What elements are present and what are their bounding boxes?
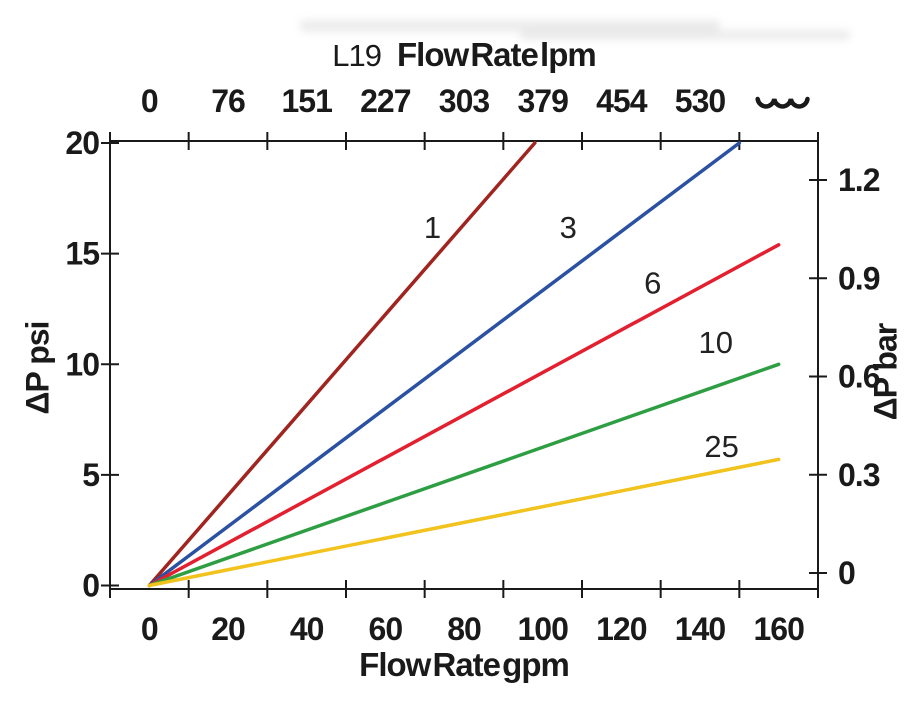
bottom-axis-tick-label: 0: [141, 611, 158, 647]
bottom-axis-title: Flow Rate gpm: [359, 646, 570, 683]
series-line-6: [147, 243, 781, 588]
series-line-25: [147, 457, 781, 588]
right-axis-tick-label: 0.6: [838, 359, 880, 395]
right-axis-tick-label: 0.9: [838, 260, 880, 296]
right-axis-tick-label: 0: [838, 555, 855, 591]
top-axis-tick-label: 379: [517, 83, 568, 119]
right-axis-title: ΔP bar: [867, 323, 904, 421]
left-axis-tick-label: 10: [65, 346, 99, 382]
series-label-6: 6: [644, 265, 661, 300]
series-line-1: [147, 141, 537, 588]
left-axis-tick-label: 0: [82, 568, 99, 604]
bottom-axis-tick-label: 120: [596, 611, 647, 647]
top-axis-tick-label: 454: [596, 83, 648, 119]
top-axis-tick-label: 151: [281, 83, 332, 119]
top-axis-title: L19 Flow Rate lpm: [110, 36, 818, 74]
series-label-10: 10: [698, 325, 732, 360]
bottom-axis-tick-label: 60: [369, 611, 403, 647]
right-axis-tick-label: 1.2: [838, 162, 880, 198]
bottom-axis-tick-label: 40: [290, 611, 324, 647]
top-axis-tick-label: 0: [141, 83, 158, 119]
model-label: L19: [332, 38, 382, 73]
series-label-3: 3: [560, 210, 577, 245]
scan-artifact: [300, 20, 720, 32]
series-label-25: 25: [704, 429, 738, 464]
squiggle-tick-label-icon: [755, 96, 810, 109]
series-label-1: 1: [424, 210, 441, 245]
top-axis-tick-label: 76: [211, 83, 245, 119]
left-axis-tick-label: 5: [82, 457, 99, 493]
right-axis-tick-label: 0.3: [838, 457, 880, 493]
bottom-axis-tick-label: 80: [447, 611, 481, 647]
left-axis-tick-label: 20: [65, 125, 99, 161]
top-axis-tick-label: 530: [675, 83, 726, 119]
bottom-axis-tick-label: 140: [675, 611, 726, 647]
bottom-axis-tick-label: 20: [211, 611, 245, 647]
series-line-3: [147, 141, 742, 588]
bottom-axis-tick-label: 100: [517, 611, 568, 647]
bottom-axis-tick-label: 160: [753, 611, 804, 647]
scan-artifact: [520, 30, 850, 40]
left-axis-tick-label: 15: [65, 236, 99, 272]
top-axis-tick-label: 227: [360, 83, 411, 119]
top-axis-tick-label: 303: [439, 83, 490, 119]
left-axis-title: ΔP psi: [19, 321, 56, 415]
top-axis-title-text: Flow Rate lpm: [397, 36, 597, 73]
series-line-10: [147, 362, 781, 588]
